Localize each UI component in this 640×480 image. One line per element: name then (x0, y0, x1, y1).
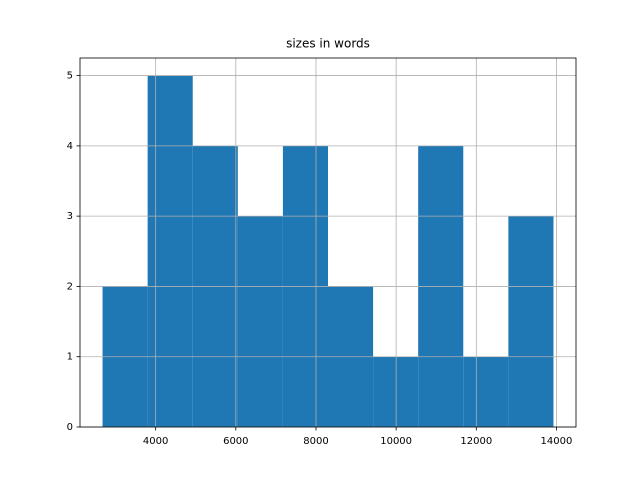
x-tick-label: 4000 (143, 436, 168, 447)
chart-title: sizes in words (286, 37, 370, 51)
y-tick-label: 0 (67, 422, 73, 433)
y-tick-label: 1 (67, 352, 73, 363)
x-tick-label: 8000 (303, 436, 328, 447)
x-tick-label: 12000 (460, 436, 492, 447)
y-tick-label: 5 (67, 71, 73, 82)
bar (147, 75, 193, 428)
x-tick-label: 10000 (380, 436, 412, 447)
y-tick-label: 4 (67, 141, 73, 152)
y-tick-label: 2 (67, 281, 73, 292)
bar (373, 356, 419, 427)
bar (237, 216, 283, 427)
x-tick-label: 14000 (541, 436, 573, 447)
bar (463, 356, 509, 427)
bar (508, 216, 554, 427)
y-tick-label: 3 (67, 211, 73, 222)
x-tick-label: 6000 (223, 436, 248, 447)
plot-frame (79, 57, 577, 428)
